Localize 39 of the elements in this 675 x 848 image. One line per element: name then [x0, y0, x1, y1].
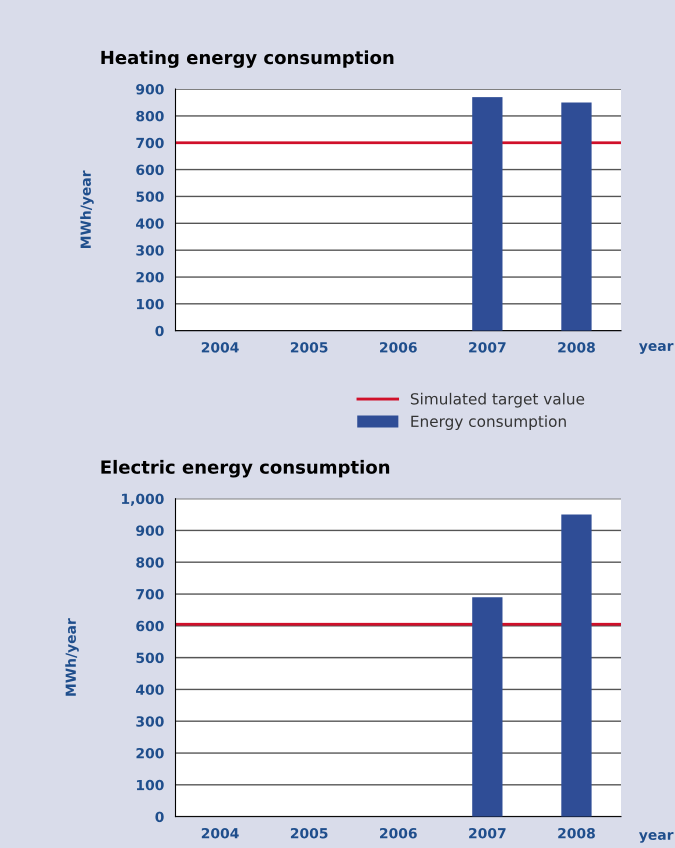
- legend-label: Simulated target value: [410, 392, 584, 408]
- y-tick-label: 500: [136, 191, 164, 202]
- x-tick-label: 2006: [380, 828, 417, 838]
- chart-title: Heating energy consumption: [101, 50, 394, 68]
- y-tick-label: 600: [136, 620, 164, 632]
- y-tick-label: 200: [136, 272, 164, 282]
- x-tick-label: 2005: [290, 342, 328, 353]
- y-tick-label: 400: [136, 684, 164, 695]
- y-tick-label: 100: [136, 298, 164, 310]
- y-tick-label: 200: [136, 748, 164, 758]
- y-tick-label: 400: [136, 218, 164, 229]
- x-tick-label: 2007: [469, 342, 506, 353]
- y-tick-label: 800: [136, 557, 164, 568]
- x-tick-label: 2005: [290, 828, 328, 838]
- y-tick-label: 0: [155, 326, 164, 336]
- x-axis-title: year: [638, 343, 674, 354]
- y-tick-label: 100: [136, 780, 164, 790]
- y-tick-label: 800: [136, 110, 164, 122]
- legend-label: Energy consumption: [411, 415, 566, 430]
- y-tick-label: 1,000: [122, 494, 164, 506]
- x-tick-label: 2008: [558, 342, 595, 353]
- x-tick-label: 2006: [380, 342, 417, 353]
- y-tick-label: 300: [136, 716, 164, 727]
- y-tick-label: 700: [136, 588, 164, 600]
- x-tick-label: 2007: [469, 828, 506, 838]
- y-tick-label: 700: [136, 138, 164, 148]
- y-tick-label: 900: [136, 84, 164, 95]
- x-tick-label: 2004: [202, 828, 239, 838]
- x-axis-title: year: [638, 832, 674, 843]
- y-axis-title: MWh/year: [65, 618, 79, 696]
- chart-title: Electric energy consumption: [101, 460, 390, 478]
- x-tick-label: 2004: [202, 342, 239, 353]
- y-tick-label: 500: [136, 652, 164, 664]
- y-axis-title: MWh/year: [80, 170, 94, 248]
- y-tick-label: 900: [136, 525, 164, 536]
- y-tick-label: 0: [155, 812, 164, 822]
- y-tick-label: 600: [136, 164, 164, 176]
- x-tick-label: 2008: [558, 828, 595, 838]
- y-tick-label: 300: [136, 245, 164, 256]
